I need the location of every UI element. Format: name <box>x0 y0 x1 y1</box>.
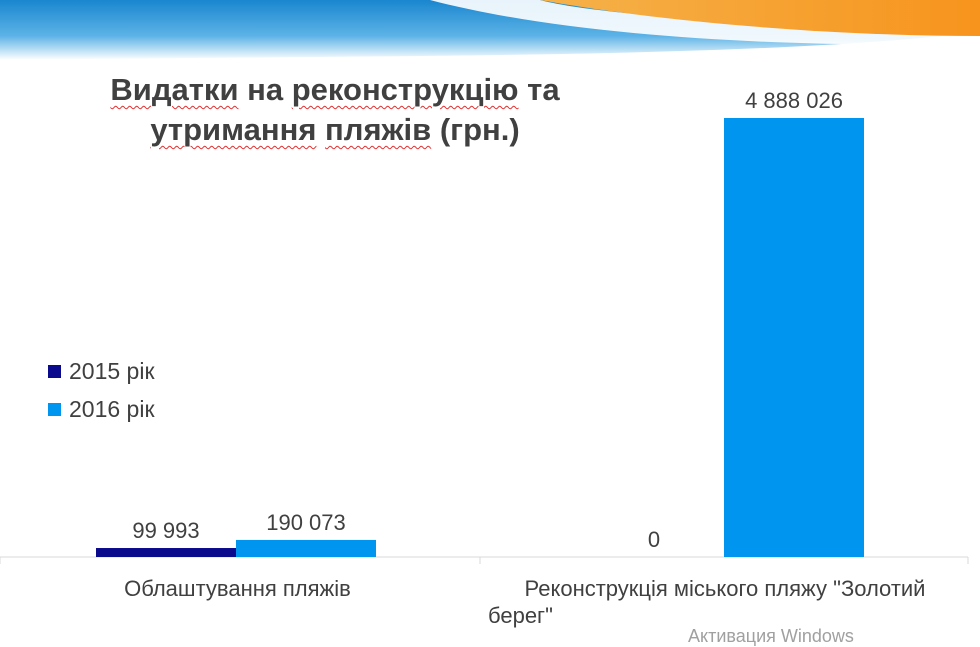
chart-title: Видатки на реконструкцію та утримання пл… <box>110 72 560 147</box>
bar-1-1 <box>724 118 864 557</box>
legend-swatch-2015 <box>48 364 61 378</box>
legend-label-2015: 2015 рік <box>69 357 155 384</box>
bar-0-0 <box>96 548 236 557</box>
category-label-1-line-2: берег" <box>488 603 553 628</box>
data-label-0-0: 99 993 <box>132 518 199 543</box>
category-label-0: Облаштування пляжів <box>60 575 415 602</box>
legend-item-2015: 2015 рік <box>48 352 155 390</box>
header-white-wave <box>430 0 980 45</box>
category-label-1: Реконструкція міського пляжу "Золотий бе… <box>480 575 970 629</box>
legend-item-2016: 2016 рік <box>48 390 155 428</box>
category-label-0-line-1: Облаштування пляжів <box>124 576 351 601</box>
bar-1-0 <box>236 539 376 557</box>
windows-activation-watermark: Активация Windows <box>688 626 854 646</box>
data-label-1-0: 190 073 <box>266 510 346 535</box>
legend: 2015 рік 2016 рік <box>48 352 155 428</box>
category-label-1-line-1: Реконструкція міського пляжу "Золотий <box>524 576 926 601</box>
header-orange-wave <box>540 0 980 36</box>
data-label-1-1: 4 888 026 <box>745 88 843 113</box>
legend-label-2016: 2016 рік <box>69 395 155 422</box>
legend-swatch-2016 <box>48 402 61 416</box>
data-label-0-1: 0 <box>648 527 660 552</box>
